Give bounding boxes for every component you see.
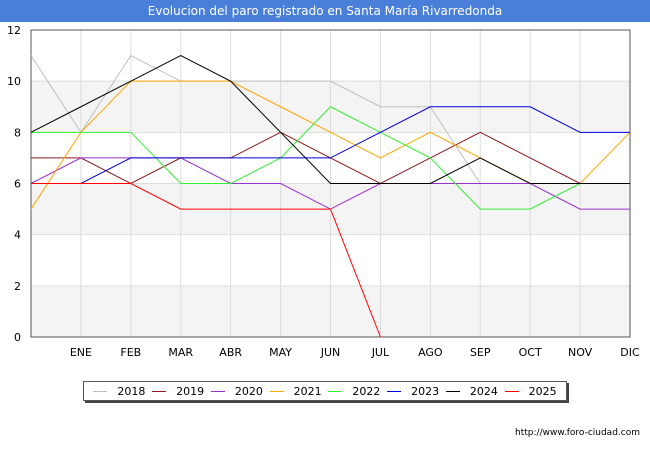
y-tick-label: 10 [7,75,21,88]
x-tick-label: AGO [418,346,443,359]
series-line-2025 [31,183,381,338]
x-tick-label: MAY [269,346,292,359]
x-tick-label: ABR [219,346,242,359]
legend-swatch [504,390,519,392]
legend-label: 2024 [469,384,498,398]
legend-item-2023: 2023 [387,385,439,398]
source-credit: http://www.foro-ciudad.com [515,428,640,438]
x-tick-label: FEB [120,346,141,359]
legend-swatch [152,390,167,392]
chart-title: Evolucion del paro registrado en Santa M… [0,0,650,22]
series-lines [30,54,631,338]
legend-label: 2025 [528,384,557,398]
legend-label: 2023 [411,384,440,398]
series-line-2024 [30,55,630,184]
legend-item-2019: 2019 [152,385,204,398]
line-chart: 0 2 4 6 8 10 12 ENE FEB MAR ABR MAY JUN JUL AGO SEP OCT… [7,24,640,359]
legend: 2018 2019 2020 2021 2022 2023 2024 2025 [83,381,567,401]
legend-item-2024: 2024 [445,384,498,398]
x-tick-label: NOV [568,346,593,359]
y-tick-label: 0 [14,331,21,344]
x-tick-label: ENE [70,346,92,359]
legend-swatch [269,390,284,392]
y-tick-label: 8 [14,126,21,139]
x-tick-label: SEP [470,346,491,359]
legend-swatch [387,390,402,392]
legend-item-2025: 2025 [504,384,557,398]
legend-label: 2020 [234,384,263,398]
legend-swatch [445,390,460,392]
series-line-2022 [31,106,630,210]
legend-swatch [93,390,108,392]
x-tick-label: JUL [371,346,390,359]
legend-item-2022: 2022 [328,385,380,398]
series-line-2023 [31,106,630,184]
x-axis-ticks: ENE FEB MAR ABR MAY JUN JUL AGO SEP OCT NOV DIC [70,346,640,359]
y-tick-label: 2 [14,280,21,293]
legend-item-2020: 2020 [210,384,263,398]
y-axis-ticks: 0 2 4 6 8 10 12 [7,24,21,344]
legend-label: 2021 [293,384,322,398]
legend-label: 2018 [117,384,146,398]
x-tick-label: JUN [320,346,341,359]
y-tick-label: 4 [14,229,21,242]
legend-label: 2022 [352,384,381,398]
legend-swatch [210,390,225,392]
y-tick-label: 6 [14,178,21,191]
y-tick-label: 12 [7,24,21,37]
legend-item-2018: 2018 [93,385,145,398]
x-tick-label: MAR [168,346,193,359]
legend-label: 2019 [176,384,205,398]
x-tick-label: OCT [519,346,542,359]
x-tick-label: DIC [620,346,640,359]
legend-item-2021: 2021 [269,384,322,398]
legend-swatch [328,390,343,392]
